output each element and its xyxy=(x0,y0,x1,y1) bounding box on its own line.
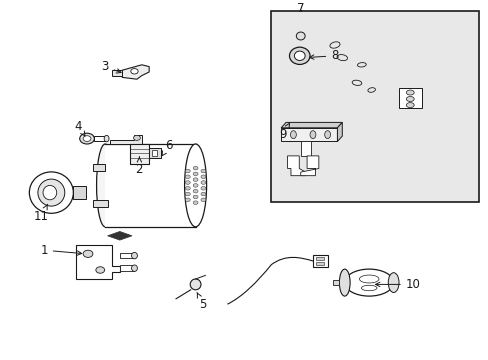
Ellipse shape xyxy=(185,192,190,196)
Polygon shape xyxy=(337,122,342,141)
Polygon shape xyxy=(120,265,134,271)
Ellipse shape xyxy=(190,279,201,290)
Ellipse shape xyxy=(387,273,398,292)
Ellipse shape xyxy=(131,265,137,271)
Text: 11: 11 xyxy=(34,204,49,222)
Ellipse shape xyxy=(290,131,296,139)
Ellipse shape xyxy=(201,192,205,196)
Text: 2: 2 xyxy=(135,157,143,176)
Ellipse shape xyxy=(406,90,413,95)
Text: 10: 10 xyxy=(375,278,420,291)
Ellipse shape xyxy=(201,186,205,190)
Ellipse shape xyxy=(184,144,206,227)
Polygon shape xyxy=(93,164,105,171)
Ellipse shape xyxy=(193,184,198,187)
Ellipse shape xyxy=(344,269,393,296)
Ellipse shape xyxy=(185,175,190,179)
Ellipse shape xyxy=(193,201,198,204)
Polygon shape xyxy=(300,141,310,156)
Text: 5: 5 xyxy=(197,292,206,311)
Polygon shape xyxy=(129,144,149,164)
Ellipse shape xyxy=(294,51,305,60)
Polygon shape xyxy=(149,148,161,158)
Text: 8: 8 xyxy=(309,49,338,62)
Ellipse shape xyxy=(329,42,339,48)
Text: 1: 1 xyxy=(40,244,81,257)
Bar xyxy=(151,150,157,156)
Ellipse shape xyxy=(367,88,375,92)
Polygon shape xyxy=(73,186,85,199)
Bar xyxy=(271,11,478,202)
Ellipse shape xyxy=(406,96,413,102)
Ellipse shape xyxy=(406,103,413,108)
Text: 4: 4 xyxy=(74,120,85,136)
Ellipse shape xyxy=(193,166,198,170)
Ellipse shape xyxy=(96,267,104,273)
Ellipse shape xyxy=(201,181,205,184)
Ellipse shape xyxy=(131,252,137,259)
Ellipse shape xyxy=(96,144,113,227)
Bar xyxy=(316,262,324,265)
Polygon shape xyxy=(300,156,318,176)
Polygon shape xyxy=(76,245,120,279)
Ellipse shape xyxy=(336,55,347,60)
Polygon shape xyxy=(94,136,106,141)
Ellipse shape xyxy=(80,133,94,144)
Ellipse shape xyxy=(185,198,190,202)
Ellipse shape xyxy=(193,178,198,181)
Polygon shape xyxy=(287,156,305,176)
Ellipse shape xyxy=(131,68,138,74)
Ellipse shape xyxy=(309,131,315,139)
Ellipse shape xyxy=(104,135,109,142)
Text: 3: 3 xyxy=(101,60,121,73)
Ellipse shape xyxy=(357,63,366,67)
Text: 6: 6 xyxy=(162,139,172,156)
Polygon shape xyxy=(93,200,107,207)
Text: 7: 7 xyxy=(296,3,304,15)
Ellipse shape xyxy=(351,80,361,85)
Ellipse shape xyxy=(83,136,91,141)
Ellipse shape xyxy=(201,175,205,179)
Ellipse shape xyxy=(193,172,198,176)
Polygon shape xyxy=(107,231,132,240)
Text: 9: 9 xyxy=(278,123,289,141)
Ellipse shape xyxy=(29,172,73,213)
Ellipse shape xyxy=(296,32,305,40)
Ellipse shape xyxy=(185,169,190,173)
Polygon shape xyxy=(120,253,134,258)
Polygon shape xyxy=(281,122,342,128)
Polygon shape xyxy=(110,135,142,144)
Bar xyxy=(316,257,324,260)
Ellipse shape xyxy=(38,179,64,206)
Ellipse shape xyxy=(201,169,205,173)
Ellipse shape xyxy=(193,189,198,193)
Ellipse shape xyxy=(324,131,330,139)
Ellipse shape xyxy=(359,275,378,283)
Ellipse shape xyxy=(289,47,309,64)
Ellipse shape xyxy=(201,198,205,202)
Ellipse shape xyxy=(133,135,140,140)
Polygon shape xyxy=(122,65,149,79)
Polygon shape xyxy=(332,280,339,285)
Ellipse shape xyxy=(193,195,198,199)
Ellipse shape xyxy=(361,285,376,291)
Ellipse shape xyxy=(339,269,349,296)
Polygon shape xyxy=(312,255,327,267)
Ellipse shape xyxy=(83,250,93,257)
Ellipse shape xyxy=(43,185,57,200)
Polygon shape xyxy=(281,128,337,141)
Polygon shape xyxy=(112,70,122,76)
Ellipse shape xyxy=(185,181,190,184)
Polygon shape xyxy=(398,88,421,108)
Ellipse shape xyxy=(185,186,190,190)
Bar xyxy=(105,144,195,227)
